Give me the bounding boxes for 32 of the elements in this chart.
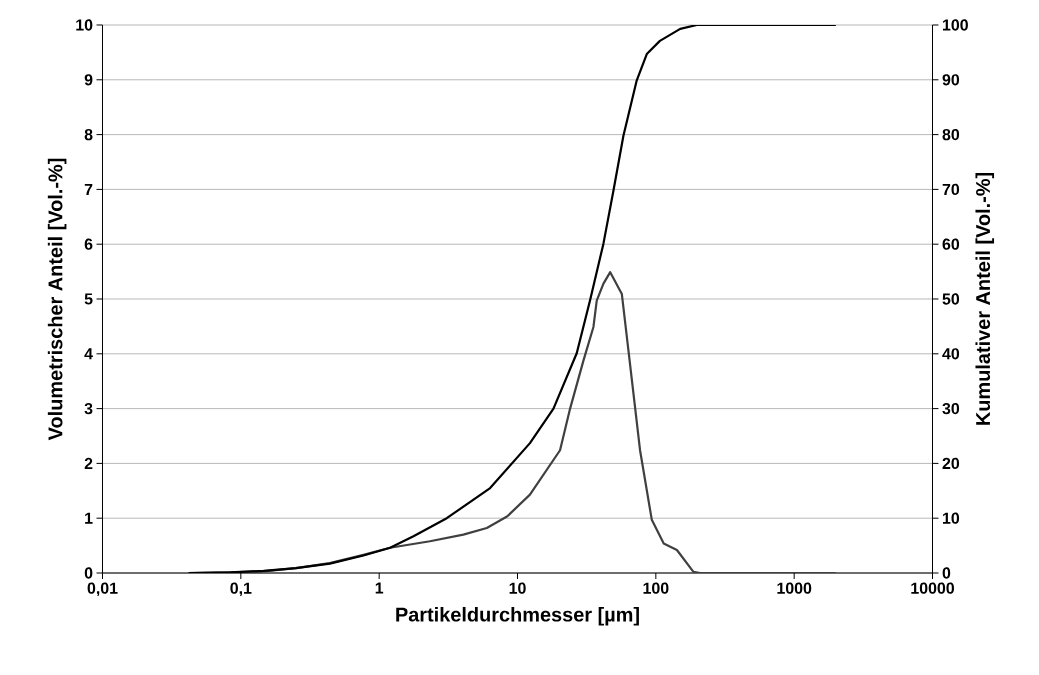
y2-tick-label: 90 xyxy=(942,74,960,86)
y2-tick-label: 80 xyxy=(942,128,960,141)
y-tick-label: 0 xyxy=(84,567,93,579)
y2-tick-label: 100 xyxy=(943,19,968,31)
y-tick-label: 4 xyxy=(84,348,93,360)
y-tick-label: 2 xyxy=(84,457,93,469)
y-axis-title: Volumetrischer Anteil [Vol.-%] xyxy=(47,158,67,441)
x-tick-label: 10000 xyxy=(911,582,954,594)
y2-tick-label: 0 xyxy=(942,567,951,579)
y-tick-label: 7 xyxy=(84,183,93,195)
y2-tick-label: 60 xyxy=(942,238,960,250)
y-tick-label: 8 xyxy=(84,128,93,141)
x-tick-label: 1 xyxy=(375,582,384,594)
y-tick-label: 5 xyxy=(84,293,93,305)
x-tick-label: 1000 xyxy=(777,582,812,594)
y-tick-label: 6 xyxy=(84,238,93,250)
y-tick-label: 10 xyxy=(76,19,93,31)
y-tick-label: 1 xyxy=(85,512,93,524)
y2-tick-label: 50 xyxy=(942,293,960,305)
y2-tick-label: 70 xyxy=(942,183,960,196)
y2-tick-label: 10 xyxy=(943,512,960,524)
x-tick-label: 10 xyxy=(509,582,526,594)
y2-tick-label: 40 xyxy=(942,348,960,360)
y2-axis-title: Kumulativer Anteil [Vol.-%] xyxy=(975,172,995,425)
x-tick-label: 100 xyxy=(643,582,669,594)
y-tick-label: 9 xyxy=(84,74,93,86)
y2-tick-label: 30 xyxy=(942,402,960,415)
y2-tick-label: 20 xyxy=(942,457,960,470)
x-tick-label: 0,1 xyxy=(230,582,252,597)
x-axis-title: Partikeldurchmesser [µm] xyxy=(396,606,639,626)
y-tick-label: 3 xyxy=(84,402,93,415)
x-tick-label: 0,01 xyxy=(87,582,118,597)
